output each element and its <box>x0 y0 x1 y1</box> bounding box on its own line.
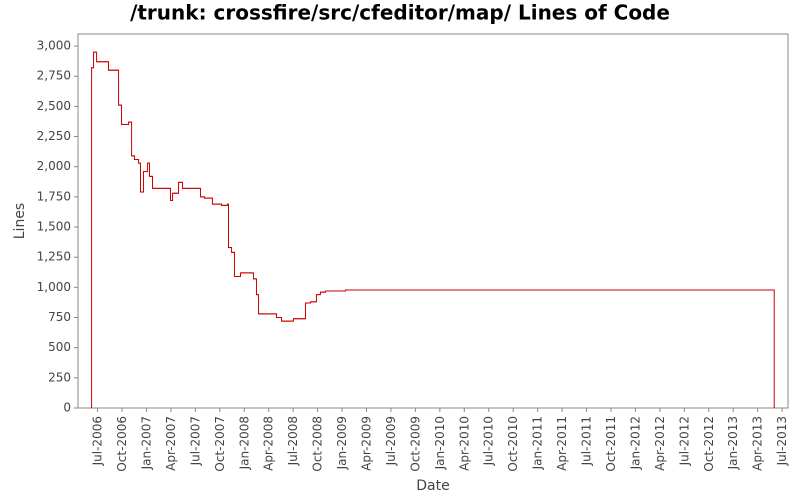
x-tick-label: Jan-2012 <box>628 416 642 470</box>
y-tick-label: 750 <box>48 310 71 324</box>
x-tick-label: Oct-2010 <box>506 416 520 472</box>
x-tick-label: Oct-2012 <box>702 416 716 472</box>
x-tick-label: Oct-2009 <box>408 416 422 472</box>
x-tick-label: Jan-2011 <box>531 416 545 470</box>
x-tick-label: Oct-2008 <box>311 416 325 472</box>
x-tick-label: Apr-2009 <box>359 416 373 471</box>
x-tick-label: Apr-2008 <box>262 416 276 471</box>
x-tick-label: Jul-2012 <box>677 416 691 466</box>
chart-title: /trunk: crossfire/src/cfeditor/map/ Line… <box>130 1 670 25</box>
x-tick-label: Jul-2013 <box>775 416 789 466</box>
plot-area <box>77 33 789 409</box>
y-tick-label: 1,000 <box>37 280 71 294</box>
y-tick-label: 1,500 <box>37 220 71 234</box>
y-tick-label: 0 <box>63 401 71 415</box>
x-tick-label: Oct-2011 <box>604 416 618 472</box>
x-tick-label: Jan-2013 <box>726 416 740 470</box>
y-axis-label: Lines <box>12 203 28 239</box>
x-tick-label: Oct-2006 <box>115 416 129 472</box>
x-tick-label: Jul-2011 <box>580 416 594 466</box>
x-axis-label: Date <box>416 478 449 494</box>
x-tick-label: Oct-2007 <box>213 416 227 472</box>
y-tick-label: 2,000 <box>37 159 71 173</box>
x-tick-label: Jul-2007 <box>188 416 202 466</box>
y-tick-label: 2,750 <box>37 69 71 83</box>
x-tick-label: Apr-2010 <box>457 416 471 471</box>
x-tick-label: Jan-2009 <box>335 416 349 470</box>
x-tick-label: Apr-2012 <box>653 416 667 471</box>
x-tick-label: Jan-2008 <box>237 416 251 470</box>
x-tick-label: Jan-2007 <box>139 416 153 470</box>
x-tick-label: Jul-2010 <box>482 416 496 466</box>
y-tick-label: 3,000 <box>37 39 71 53</box>
x-tick-label: Jul-2009 <box>384 416 398 466</box>
x-tick-label: Apr-2007 <box>164 416 178 471</box>
y-tick-label: 250 <box>48 370 71 384</box>
y-tick-label: 2,250 <box>37 129 71 143</box>
x-tick-label: Jul-2006 <box>91 416 105 466</box>
y-tick-label: 2,500 <box>37 99 71 113</box>
y-tick-label: 1,250 <box>37 250 71 264</box>
x-tick-label: Jan-2010 <box>433 416 447 470</box>
x-tick-label: Apr-2011 <box>555 416 569 471</box>
y-tick-label: 1,750 <box>37 189 71 203</box>
y-tick-label: 500 <box>48 340 71 354</box>
x-tick-label: Jul-2008 <box>286 416 300 466</box>
x-tick-label: Apr-2013 <box>751 416 765 471</box>
